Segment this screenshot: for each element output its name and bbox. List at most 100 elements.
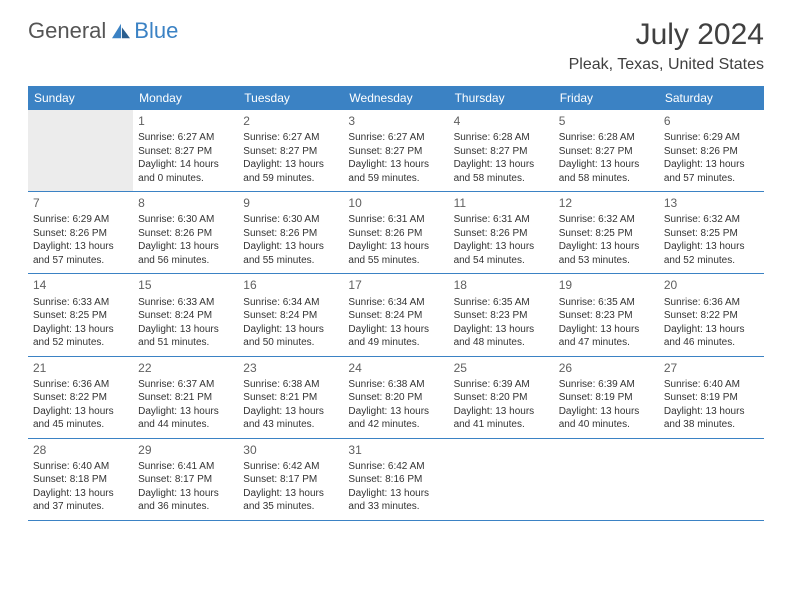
sunrise-text: Sunrise: 6:29 AM (664, 131, 759, 145)
day-number: 12 (559, 195, 654, 211)
sunset-text: Sunset: 8:27 PM (138, 145, 233, 159)
day-cell: 21Sunrise: 6:36 AMSunset: 8:22 PMDayligh… (28, 357, 133, 438)
sunset-text: Sunset: 8:26 PM (33, 227, 128, 241)
daylight-text: Daylight: 13 hours and 41 minutes. (454, 405, 549, 432)
day-number: 8 (138, 195, 233, 211)
day-cell: 19Sunrise: 6:35 AMSunset: 8:23 PMDayligh… (554, 274, 659, 355)
weeks-container: 1Sunrise: 6:27 AMSunset: 8:27 PMDaylight… (28, 110, 764, 521)
day-cell: 11Sunrise: 6:31 AMSunset: 8:26 PMDayligh… (449, 192, 554, 273)
sunrise-text: Sunrise: 6:39 AM (559, 378, 654, 392)
day-cell: 30Sunrise: 6:42 AMSunset: 8:17 PMDayligh… (238, 439, 343, 520)
sunrise-text: Sunrise: 6:30 AM (243, 213, 338, 227)
day-cell: 5Sunrise: 6:28 AMSunset: 8:27 PMDaylight… (554, 110, 659, 191)
logo-text-blue: Blue (134, 18, 178, 44)
sunset-text: Sunset: 8:25 PM (559, 227, 654, 241)
daylight-text: Daylight: 13 hours and 58 minutes. (454, 158, 549, 185)
day-number: 3 (348, 113, 443, 129)
daylight-text: Daylight: 13 hours and 49 minutes. (348, 323, 443, 350)
sunrise-text: Sunrise: 6:36 AM (664, 296, 759, 310)
week-row: 28Sunrise: 6:40 AMSunset: 8:18 PMDayligh… (28, 439, 764, 521)
day-cell: 3 Sunrise: 6:27 AMSunset: 8:27 PMDaylight… (343, 110, 448, 191)
sunset-text: Sunset: 8:26 PM (243, 227, 338, 241)
day-cell (449, 439, 554, 520)
dow-cell: Monday (133, 86, 238, 110)
sunrise-text: Sunrise: 6:34 AM (348, 296, 443, 310)
sunrise-text: Sunrise: 6:30 AM (138, 213, 233, 227)
day-cell (659, 439, 764, 520)
sunrise-text: Sunrise: 6:27 AM (243, 131, 338, 145)
daylight-text: Daylight: 13 hours and 48 minutes. (454, 323, 549, 350)
sunrise-text: Sunrise: 6:27 AM (348, 131, 443, 145)
day-cell: 13Sunrise: 6:32 AMSunset: 8:25 PMDayligh… (659, 192, 764, 273)
sunrise-text: Sunrise: 6:35 AM (454, 296, 549, 310)
sunrise-text: Sunrise: 6:40 AM (33, 460, 128, 474)
day-number: 13 (664, 195, 759, 211)
sunset-text: Sunset: 8:22 PM (664, 309, 759, 323)
sunset-text: Sunset: 8:26 PM (664, 145, 759, 159)
sunrise-text: Sunrise: 6:28 AM (559, 131, 654, 145)
daylight-text: Daylight: 13 hours and 55 minutes. (348, 240, 443, 267)
day-number: 24 (348, 360, 443, 376)
day-cell: 8 Sunrise: 6:30 AMSunset: 8:26 PMDaylight… (133, 192, 238, 273)
day-number: 20 (664, 277, 759, 293)
day-number: 26 (559, 360, 654, 376)
sunset-text: Sunset: 8:26 PM (138, 227, 233, 241)
month-title: July 2024 (569, 18, 764, 52)
daylight-text: Daylight: 13 hours and 58 minutes. (559, 158, 654, 185)
sunrise-text: Sunrise: 6:27 AM (138, 131, 233, 145)
sunrise-text: Sunrise: 6:38 AM (348, 378, 443, 392)
sunrise-text: Sunrise: 6:41 AM (138, 460, 233, 474)
day-number: 27 (664, 360, 759, 376)
day-number: 17 (348, 277, 443, 293)
daylight-text: Daylight: 13 hours and 56 minutes. (138, 240, 233, 267)
title-block: July 2024 Pleak, Texas, United States (569, 18, 764, 74)
day-cell: 2Sunrise: 6:27 AMSunset: 8:27 PMDaylight… (238, 110, 343, 191)
day-cell: 9Sunrise: 6:30 AMSunset: 8:26 PMDaylight… (238, 192, 343, 273)
sunset-text: Sunset: 8:27 PM (348, 145, 443, 159)
day-cell: 24Sunrise: 6:38 AMSunset: 8:20 PMDayligh… (343, 357, 448, 438)
header: General Blue July 2024 Pleak, Texas, Uni… (0, 0, 792, 78)
daylight-text: Daylight: 13 hours and 40 minutes. (559, 405, 654, 432)
day-number: 18 (454, 277, 549, 293)
daylight-text: Daylight: 13 hours and 59 minutes. (348, 158, 443, 185)
day-cell: 28Sunrise: 6:40 AMSunset: 8:18 PMDayligh… (28, 439, 133, 520)
daylight-text: Daylight: 13 hours and 51 minutes. (138, 323, 233, 350)
sunrise-text: Sunrise: 6:40 AM (664, 378, 759, 392)
sunset-text: Sunset: 8:22 PM (33, 391, 128, 405)
sunrise-text: Sunrise: 6:32 AM (559, 213, 654, 227)
location: Pleak, Texas, United States (569, 56, 764, 74)
sunset-text: Sunset: 8:23 PM (559, 309, 654, 323)
day-cell: 22Sunrise: 6:37 AMSunset: 8:21 PMDayligh… (133, 357, 238, 438)
sunset-text: Sunset: 8:27 PM (243, 145, 338, 159)
sunrise-text: Sunrise: 6:32 AM (664, 213, 759, 227)
day-number: 25 (454, 360, 549, 376)
day-number: 16 (243, 277, 338, 293)
day-number: 6 (664, 113, 759, 129)
day-number: 5 (559, 113, 654, 129)
sunset-text: Sunset: 8:20 PM (454, 391, 549, 405)
daylight-text: Daylight: 13 hours and 37 minutes. (33, 487, 128, 514)
day-cell: 23Sunrise: 6:38 AMSunset: 8:21 PMDayligh… (238, 357, 343, 438)
sunset-text: Sunset: 8:21 PM (138, 391, 233, 405)
sunset-text: Sunset: 8:27 PM (454, 145, 549, 159)
sunrise-text: Sunrise: 6:29 AM (33, 213, 128, 227)
day-cell: 16Sunrise: 6:34 AMSunset: 8:24 PMDayligh… (238, 274, 343, 355)
dow-row: Sunday Monday Tuesday Wednesday Thursday… (28, 86, 764, 110)
daylight-text: Daylight: 13 hours and 57 minutes. (664, 158, 759, 185)
day-cell: 15Sunrise: 6:33 AMSunset: 8:24 PMDayligh… (133, 274, 238, 355)
sunset-text: Sunset: 8:16 PM (348, 473, 443, 487)
sunrise-text: Sunrise: 6:31 AM (454, 213, 549, 227)
daylight-text: Daylight: 13 hours and 54 minutes. (454, 240, 549, 267)
sunrise-text: Sunrise: 6:31 AM (348, 213, 443, 227)
day-number: 29 (138, 442, 233, 458)
day-cell: 10Sunrise: 6:31 AMSunset: 8:26 PMDayligh… (343, 192, 448, 273)
day-cell: 12Sunrise: 6:32 AMSunset: 8:25 PMDayligh… (554, 192, 659, 273)
sunrise-text: Sunrise: 6:33 AM (138, 296, 233, 310)
sunset-text: Sunset: 8:23 PM (454, 309, 549, 323)
daylight-text: Daylight: 13 hours and 55 minutes. (243, 240, 338, 267)
daylight-text: Daylight: 13 hours and 57 minutes. (33, 240, 128, 267)
day-cell (28, 110, 133, 191)
dow-cell: Friday (554, 86, 659, 110)
daylight-text: Daylight: 13 hours and 38 minutes. (664, 405, 759, 432)
day-number: 31 (348, 442, 443, 458)
